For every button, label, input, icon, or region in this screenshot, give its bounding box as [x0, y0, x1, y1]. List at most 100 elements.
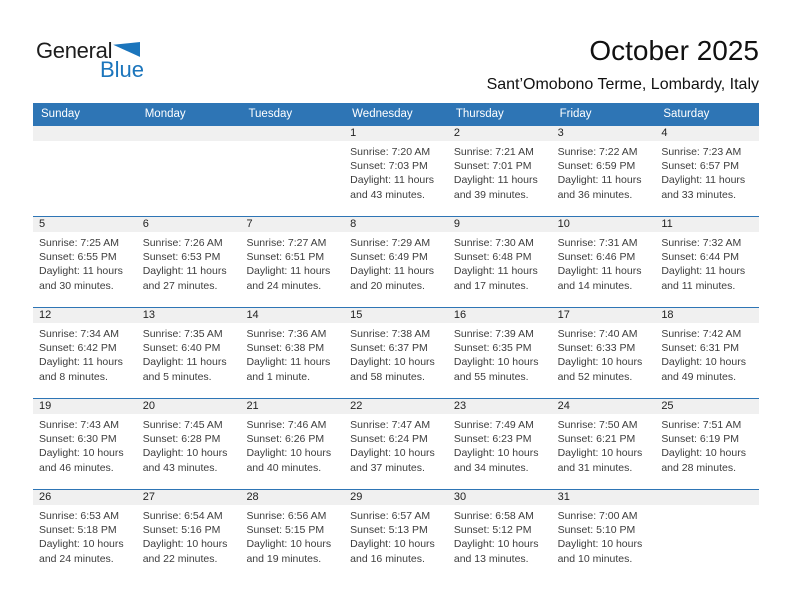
daylight-text-line2: and 43 minutes. — [350, 188, 425, 201]
daylight-text-line1: Daylight: 11 hours — [142, 265, 227, 278]
day-cell-body: Sunrise: 7:49 AM Sunset: 6:23 PM Daylight:… — [448, 414, 552, 475]
day-cell-body: Sunrise: 7:21 AM Sunset: 7:01 PM Daylight:… — [448, 141, 552, 202]
sunset-text: Sunset: 6:31 PM — [661, 342, 739, 355]
sunrise-text: Sunrise: 7:27 AM — [246, 237, 327, 249]
sunset-text: Sunset: 7:03 PM — [350, 160, 428, 173]
sunset-text: Sunset: 6:33 PM — [557, 342, 636, 355]
sunset-text: Sunset: 7:01 PM — [453, 160, 532, 173]
daylight-text-line2: and 16 minutes. — [350, 552, 425, 565]
sunrise-text: Sunrise: 7:45 AM — [142, 419, 223, 431]
week-row: 12 Sunrise: 7:34 AM Sunset: 6:42 PM Dayligh… — [33, 307, 760, 398]
day-cell: 23 Sunrise: 7:49 AM Sunset: 6:23 PM Dayligh… — [447, 399, 552, 489]
day-cell-body: Sunrise: 7:27 AM Sunset: 6:51 PM Daylight:… — [240, 232, 344, 293]
sunrise-text: Sunrise: 7:38 AM — [350, 328, 431, 340]
day-cell: 2 Sunrise: 7:21 AM Sunset: 7:01 PM Daylight… — [447, 126, 552, 216]
day-cell-body: Sunrise: 6:58 AM Sunset: 5:12 PM Daylight:… — [448, 505, 552, 566]
day-number-band: 25 — [655, 399, 760, 414]
daylight-text-line2: and 19 minutes. — [246, 552, 322, 565]
sunset-text: Sunset: 5:18 PM — [39, 524, 117, 537]
day-number-band: 13 — [136, 308, 241, 323]
logo-line: General — [36, 40, 144, 62]
daylight-text-line1: Daylight: 10 hours — [661, 356, 746, 369]
day-cell-body: Sunrise: 7:30 AM Sunset: 6:48 PM Daylight:… — [448, 232, 552, 293]
day-number-band: 2 — [447, 126, 552, 141]
day-number-band — [33, 126, 137, 141]
day-number-band — [240, 126, 345, 141]
sunset-text: Sunset: 6:51 PM — [246, 251, 325, 264]
day-cell-body: Sunrise: 7:22 AM Sunset: 6:59 PM Daylight:… — [552, 141, 656, 202]
sunset-text: Sunset: 6:49 PM — [350, 251, 428, 264]
day-cell-body: Sunrise: 6:53 AM Sunset: 5:18 PM Daylight:… — [33, 505, 137, 566]
sunset-text: Sunset: 6:55 PM — [39, 251, 117, 264]
sunset-text: Sunset: 6:57 PM — [661, 160, 739, 173]
day-cell: 14 Sunrise: 7:36 AM Sunset: 6:38 PM Dayligh… — [240, 308, 345, 398]
day-cell-body: Sunrise: 6:57 AM Sunset: 5:13 PM Daylight:… — [344, 505, 448, 566]
weekday-header-cell: Sunday — [41, 108, 81, 120]
day-number-band: 16 — [447, 308, 552, 323]
day-number-band: 10 — [551, 217, 656, 232]
daylight-text-line1: Daylight: 10 hours — [453, 447, 539, 460]
daylight-text-line1: Daylight: 10 hours — [350, 447, 435, 460]
sunset-text: Sunset: 6:48 PM — [453, 251, 532, 264]
sunrise-text: Sunrise: 7:51 AM — [661, 419, 742, 431]
daylight-text-line2: and 27 minutes. — [142, 279, 218, 292]
day-cell-body: Sunrise: 7:40 AM Sunset: 6:33 PM Daylight:… — [552, 323, 656, 384]
daylight-text-line1: Daylight: 11 hours — [453, 265, 538, 278]
sunset-text: Sunset: 6:24 PM — [350, 433, 428, 446]
weekday-header-row: Sunday Monday Tuesday Wednesday Thursday Frid… — [33, 103, 759, 125]
week-row: 5 Sunrise: 7:25 AM Sunset: 6:55 PM Daylight… — [33, 216, 760, 307]
sunrise-text: Sunrise: 7:43 AM — [39, 419, 119, 431]
day-number-band: 6 — [136, 217, 241, 232]
day-cell: 30 Sunrise: 6:58 AM Sunset: 5:12 PM Dayligh… — [447, 490, 552, 580]
day-number-band: 12 — [33, 308, 137, 323]
logo-triangle-icon — [113, 42, 141, 57]
daylight-text-line2: and 20 minutes. — [350, 279, 425, 292]
daylight-text-line1: Daylight: 10 hours — [39, 447, 124, 460]
sunrise-text: Sunrise: 6:54 AM — [142, 510, 223, 522]
daylight-text-line2: and 37 minutes. — [350, 461, 425, 474]
daylight-text-line2: and 31 minutes. — [557, 461, 633, 474]
day-cell: 22 Sunrise: 7:47 AM Sunset: 6:24 PM Dayligh… — [344, 399, 448, 489]
weekday-header-cell: Friday — [559, 108, 592, 120]
day-number-band: 19 — [33, 399, 137, 414]
day-number-band: 3 — [551, 126, 656, 141]
daylight-text-line2: and 24 minutes. — [39, 552, 114, 565]
sunset-text: Sunset: 6:26 PM — [246, 433, 325, 446]
empty-day-cell — [240, 126, 345, 216]
day-number-band: 4 — [655, 126, 760, 141]
day-cell: 24 Sunrise: 7:50 AM Sunset: 6:21 PM Dayligh… — [551, 399, 656, 489]
day-cell: 3 Sunrise: 7:22 AM Sunset: 6:59 PM Daylight… — [551, 126, 656, 216]
day-cell-body: Sunrise: 7:23 AM Sunset: 6:57 PM Daylight:… — [655, 141, 759, 202]
sunrise-text: Sunrise: 6:58 AM — [453, 510, 534, 522]
day-cell-body: Sunrise: 6:54 AM Sunset: 5:16 PM Daylight:… — [137, 505, 241, 566]
day-cell-body: Sunrise: 6:56 AM Sunset: 5:15 PM Daylight:… — [240, 505, 344, 566]
sunset-text: Sunset: 6:35 PM — [453, 342, 532, 355]
day-cell: 17 Sunrise: 7:40 AM Sunset: 6:33 PM Dayligh… — [551, 308, 656, 398]
daylight-text-line1: Daylight: 10 hours — [557, 447, 643, 460]
daylight-text-line1: Daylight: 11 hours — [661, 265, 746, 278]
sunset-text: Sunset: 6:30 PM — [39, 433, 117, 446]
sunrise-text: Sunrise: 6:53 AM — [39, 510, 119, 522]
week-row: 1 Sunrise: 7:20 AM Sunset: 7:03 PM Daylight… — [33, 125, 760, 216]
daylight-text-line2: and 1 minute. — [246, 370, 311, 383]
daylight-text-line2: and 10 minutes. — [557, 552, 633, 565]
daylight-text-line1: Daylight: 11 hours — [246, 265, 331, 278]
daylight-text-line1: Daylight: 11 hours — [661, 174, 746, 187]
sunrise-text: Sunrise: 7:40 AM — [557, 328, 638, 340]
daylight-text-line2: and 33 minutes. — [661, 188, 737, 201]
day-number-band: 22 — [344, 399, 448, 414]
day-cell: 25 Sunrise: 7:51 AM Sunset: 6:19 PM Dayligh… — [655, 399, 760, 489]
day-number-band — [136, 126, 241, 141]
sunset-text: Sunset: 6:28 PM — [142, 433, 221, 446]
daylight-text-line1: Daylight: 11 hours — [350, 174, 435, 187]
sunrise-text: Sunrise: 7:35 AM — [142, 328, 223, 340]
general-blue-logo: General Blue — [36, 40, 144, 81]
daylight-text-line1: Daylight: 10 hours — [557, 538, 643, 551]
day-number-band: 20 — [136, 399, 241, 414]
daylight-text-line1: Daylight: 10 hours — [142, 538, 228, 551]
day-number-band: 27 — [136, 490, 241, 505]
daylight-text-line2: and 58 minutes. — [350, 370, 425, 383]
sunrise-text: Sunrise: 7:42 AM — [661, 328, 742, 340]
day-number-band: 1 — [344, 126, 448, 141]
